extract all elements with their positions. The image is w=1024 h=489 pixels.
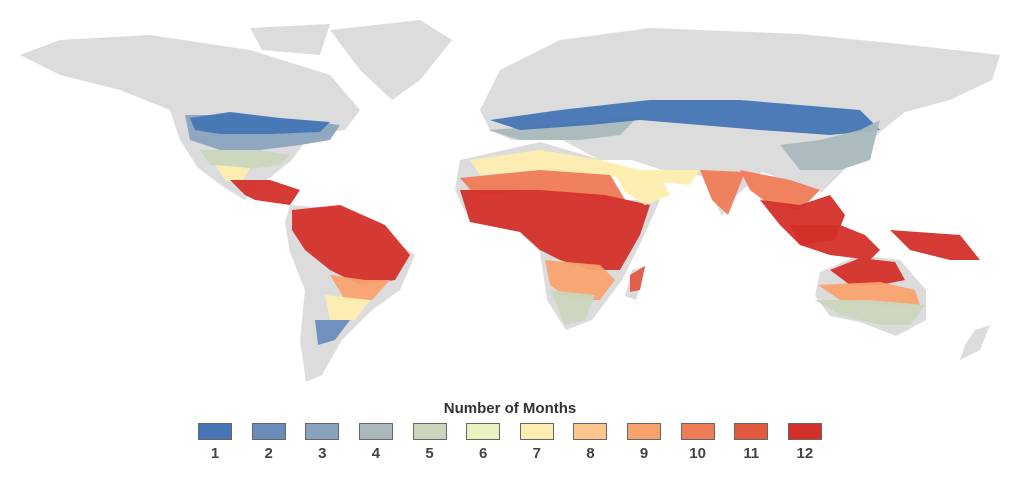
legend-swatch [198,423,232,440]
month-zones [185,100,980,345]
legend-label: 10 [689,445,706,462]
legend-label: 7 [532,445,541,462]
zone-12-months [230,180,300,205]
zone-7-months [325,295,370,320]
legend-item: 9 [626,423,662,462]
zone-10-months [700,170,745,215]
legend-item: 2 [251,423,287,462]
legend-swatch [519,423,554,440]
legend-swatch [734,423,769,440]
zone-12-months [292,205,410,285]
zone-9-months [330,275,390,300]
greenland [330,20,452,100]
zone-5-months [200,150,290,170]
legend-swatch [358,423,393,440]
legend-swatch [627,423,661,440]
legend-swatch [680,423,715,440]
legend-label: 12 [796,445,814,462]
zone-1-months [490,100,880,135]
legend-swatch [412,423,447,440]
legend-swatch [573,423,608,440]
zone-12-months [790,225,880,260]
zone-4-months [780,120,880,170]
zone-9-months [818,282,920,305]
legend-item: 3 [304,423,340,462]
zone-1-months [190,112,330,134]
legend: Number of Months 1 2 3 4 5 6 7 8 9 10 11 12 [190,400,830,462]
legend-item: 1 [197,423,233,462]
legend-swatch [305,423,340,440]
new-zealand [960,325,990,360]
zone-12-months [460,190,650,270]
legend-items: 1 2 3 4 5 6 7 8 9 10 11 12 [190,423,830,462]
zone-10-months [740,170,820,210]
arctic-islands [250,24,330,55]
world-map [20,20,1000,382]
zone-5-months [550,290,595,325]
zone-12-months [890,230,980,260]
legend-swatch [466,423,501,440]
legend-swatch [787,423,822,440]
legend-title: Number of Months [443,400,577,417]
legend-label: 5 [425,445,434,462]
legend-label: 8 [586,445,595,462]
legend-item: 10 [680,423,716,462]
zone-2-months [315,320,350,345]
zone-9-months [545,260,615,300]
zone-11-months [630,266,645,292]
legend-label: 9 [639,445,649,462]
legend-item: 12 [787,423,823,462]
legend-label: 3 [318,445,327,462]
zone-12-months [830,258,905,285]
legend-label: 1 [210,445,220,462]
legend-label: 2 [264,445,273,462]
legend-item: 8 [572,423,608,462]
legend-item: 7 [519,423,555,462]
legend-item: 6 [465,423,501,462]
legend-item: 5 [412,423,448,462]
legend-item: 4 [358,423,394,462]
legend-swatch [251,423,286,440]
legend-label: 6 [478,445,488,462]
legend-item: 11 [733,423,769,462]
legend-label: 11 [743,445,760,462]
zone-5-months [815,300,925,325]
legend-label: 4 [371,445,381,462]
zone-7-months [610,165,670,205]
